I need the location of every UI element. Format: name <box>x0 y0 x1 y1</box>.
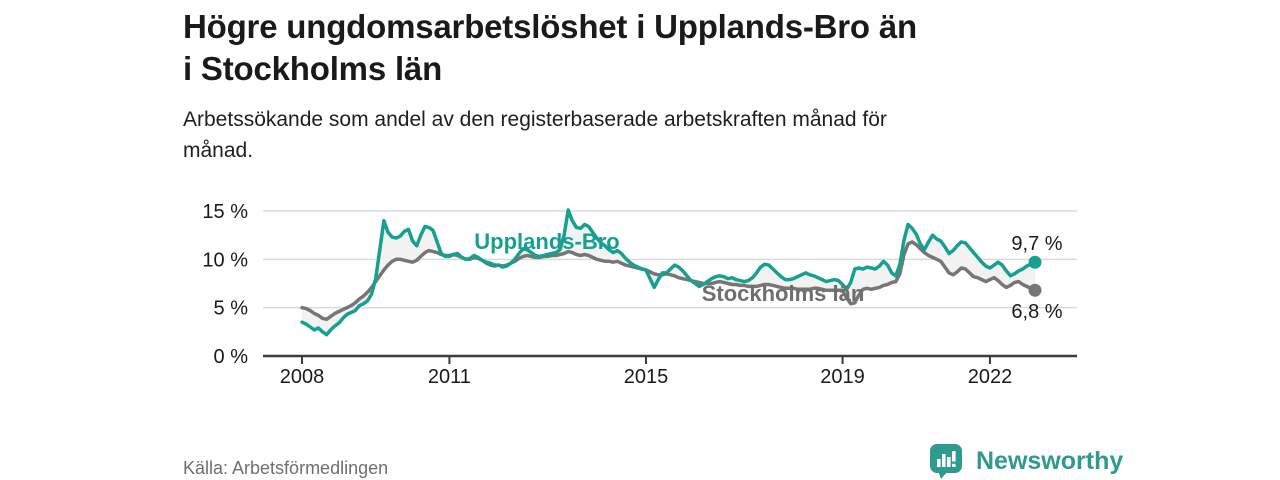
newsworthy-bubble-chart-icon <box>930 444 962 479</box>
chart-title-line1: Högre ungdomsarbetslöshet i Upplands-Bro… <box>183 8 917 45</box>
end-point-upplands-bro <box>1028 255 1042 269</box>
series-name-label: Stockholms län <box>702 281 865 306</box>
end-point-stockholms-län <box>1028 283 1042 297</box>
x-tick-label: 2008 <box>280 366 325 388</box>
x-tick-label: 2022 <box>968 366 1013 388</box>
chart-title-line2: i Stockholms län <box>183 50 443 87</box>
series-line-upplands-bro <box>300 208 1037 337</box>
y-tick-label: 15 % <box>202 201 248 223</box>
end-value-label: 6,8 % <box>1011 301 1062 323</box>
y-tick-label: 10 % <box>202 249 248 271</box>
y-tick-label: 0 % <box>214 346 249 368</box>
x-tick-label: 2015 <box>624 366 669 388</box>
x-tick-label: 2011 <box>428 366 471 388</box>
chart-title: Högre ungdomsarbetslöshet i Upplands-Bro… <box>183 6 1163 90</box>
source-note: Källa: Arbetsförmedlingen <box>183 458 389 478</box>
newsworthy-logo: Newsworthy <box>928 443 1123 480</box>
x-tick-label: 2019 <box>820 366 865 388</box>
series-name-label: Upplands-Bro <box>474 229 619 254</box>
chart-subtitle: Arbetssökande som andel av den registerb… <box>183 108 887 162</box>
end-value-label: 9,7 % <box>1011 233 1062 255</box>
y-tick-label: 5 % <box>214 298 249 320</box>
newsworthy-wordmark: Newsworthy <box>976 447 1124 475</box>
series-line-stockholms-län <box>300 240 1037 322</box>
